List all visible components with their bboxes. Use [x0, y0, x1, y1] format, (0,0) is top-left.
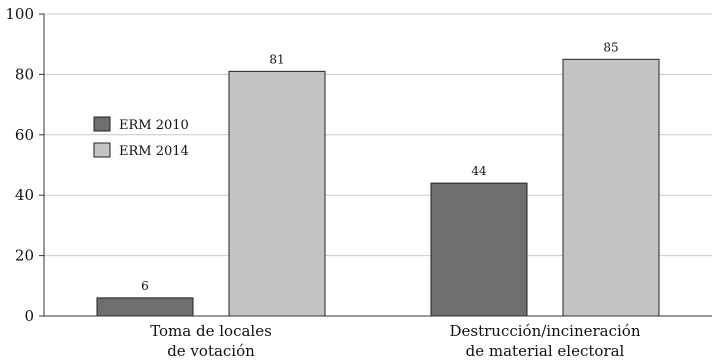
data-label: 85 — [603, 40, 618, 54]
bar — [228, 70, 326, 317]
data-label: 81 — [269, 52, 284, 66]
legend-swatch — [93, 142, 111, 158]
legend-label: ERM 2010 — [119, 118, 189, 133]
data-label: 44 — [471, 164, 487, 178]
legend: ERM 2010 ERM 2014 — [93, 116, 189, 159]
category-label: de material electoral — [466, 342, 625, 360]
bar — [562, 58, 660, 317]
legend-label: ERM 2014 — [119, 144, 189, 159]
data-labels: 6 81 44 85 — [141, 40, 618, 293]
category-label: de votación — [167, 342, 255, 360]
y-tick-label: 40 — [15, 186, 34, 204]
category-label: Toma de locales — [150, 322, 272, 340]
y-tick-label: 60 — [15, 126, 34, 144]
y-axis-ticks: 0 20 40 60 80 100 — [5, 5, 44, 325]
y-tick-label: 0 — [24, 307, 34, 325]
y-tick-label: 100 — [5, 5, 34, 23]
bars — [96, 58, 660, 317]
category-labels: Toma de locales de votación Destrucción/in… — [150, 322, 641, 360]
y-tick-label: 20 — [15, 247, 34, 265]
category-label: Destrucción/incineración — [449, 322, 640, 340]
bar — [430, 182, 528, 317]
bar — [96, 297, 194, 317]
data-label: 6 — [141, 279, 149, 293]
legend-swatch — [93, 116, 111, 132]
y-tick-label: 80 — [15, 65, 34, 83]
